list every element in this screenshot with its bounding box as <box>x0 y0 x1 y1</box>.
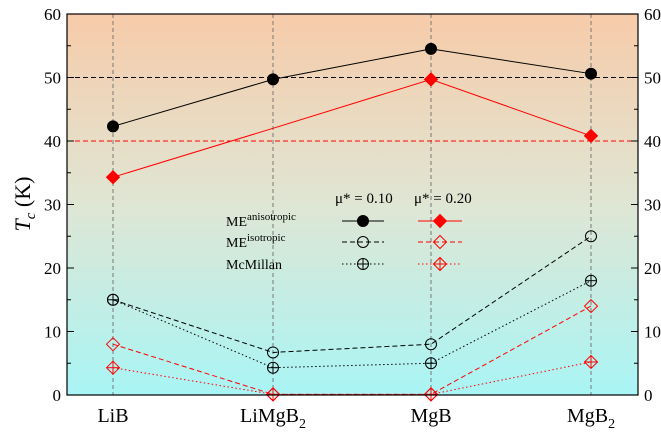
series-4-point-2 <box>425 357 437 370</box>
series-2-point-2 <box>425 338 437 351</box>
series-0-point-1 <box>267 73 279 86</box>
xtick-label-2: MgB <box>410 405 451 427</box>
ytick-label-left-40: 40 <box>44 132 61 151</box>
series-line-0 <box>112 48 592 127</box>
ytick-label-left-10: 10 <box>44 323 61 342</box>
series-line-1 <box>112 78 592 178</box>
series-line-2 <box>112 235 592 353</box>
series-2-point-3 <box>585 230 597 243</box>
legend-row-label-2: McMillan <box>226 258 282 273</box>
series-4-point-1 <box>267 361 279 374</box>
series-1-point-2 <box>423 72 439 87</box>
ytick-label-right-60: 60 <box>644 5 661 24</box>
series-1-point-0 <box>105 169 121 185</box>
series-4-point-0 <box>107 293 119 306</box>
series-markers <box>105 42 599 402</box>
xtick-label-1: LiMgB2 <box>240 405 306 432</box>
legend-marker-2-1 <box>432 256 448 272</box>
ytick-label-left-0: 0 <box>53 386 62 405</box>
series-4-point-3 <box>585 274 597 287</box>
ytick-label-right-30: 30 <box>644 196 661 215</box>
ytick-label-left-60: 60 <box>44 5 61 24</box>
series-line-5 <box>112 361 592 395</box>
series-lines <box>112 48 592 395</box>
legend-marker-2-0 <box>357 258 369 270</box>
legend: μ* = 0.10 μ* = 0.20 MEanisotropic MEisotrop… <box>226 191 472 273</box>
series-line-3 <box>112 305 592 395</box>
series-1-point-3 <box>583 128 599 144</box>
ytick-label-right-20: 20 <box>644 259 661 278</box>
series-5-point-3 <box>583 354 599 370</box>
legend-marker-1-0 <box>357 236 369 248</box>
series-3-point-3 <box>583 298 599 314</box>
legend-marker-1-1 <box>432 234 448 250</box>
legend-row-label-1: MEisotropic <box>226 232 286 251</box>
ytick-label-right-50: 50 <box>644 69 661 88</box>
legend-column-header-0: μ* = 0.10 <box>335 191 393 207</box>
ytick-label-left-30: 30 <box>44 196 61 215</box>
series-2-point-1 <box>267 346 279 359</box>
legend-column-header-1: μ* = 0.20 <box>414 191 472 207</box>
series-0-point-3 <box>585 67 597 80</box>
ytick-label-right-40: 40 <box>644 132 661 151</box>
series-5-point-2 <box>423 387 439 402</box>
series-5-point-1 <box>265 387 281 402</box>
ytick-label-left-50: 50 <box>44 69 61 88</box>
legend-marker-0-0 <box>357 215 369 227</box>
xtick-label-3: MgB2 <box>567 405 615 432</box>
series-0-point-2 <box>425 42 437 55</box>
series-0-point-0 <box>107 120 119 133</box>
xtick-label-0: LiB <box>97 405 128 427</box>
series-5-point-0 <box>105 360 121 375</box>
series-line-4 <box>112 280 592 369</box>
series-3-point-0 <box>105 336 121 352</box>
y-axis-label: Tc (K) <box>10 177 39 232</box>
axes: 0 0 10 10 20 20 30 30 40 40 50 50 60 60 LiB LiMgB2 MgB Mg… <box>10 5 661 432</box>
legend-marker-0-1 <box>432 213 448 229</box>
ytick-label-right-10: 10 <box>644 323 661 342</box>
legend-row-label-0: MEanisotropic <box>226 211 296 230</box>
ytick-label-right-0: 0 <box>644 386 653 405</box>
ytick-label-left-20: 20 <box>44 259 61 278</box>
